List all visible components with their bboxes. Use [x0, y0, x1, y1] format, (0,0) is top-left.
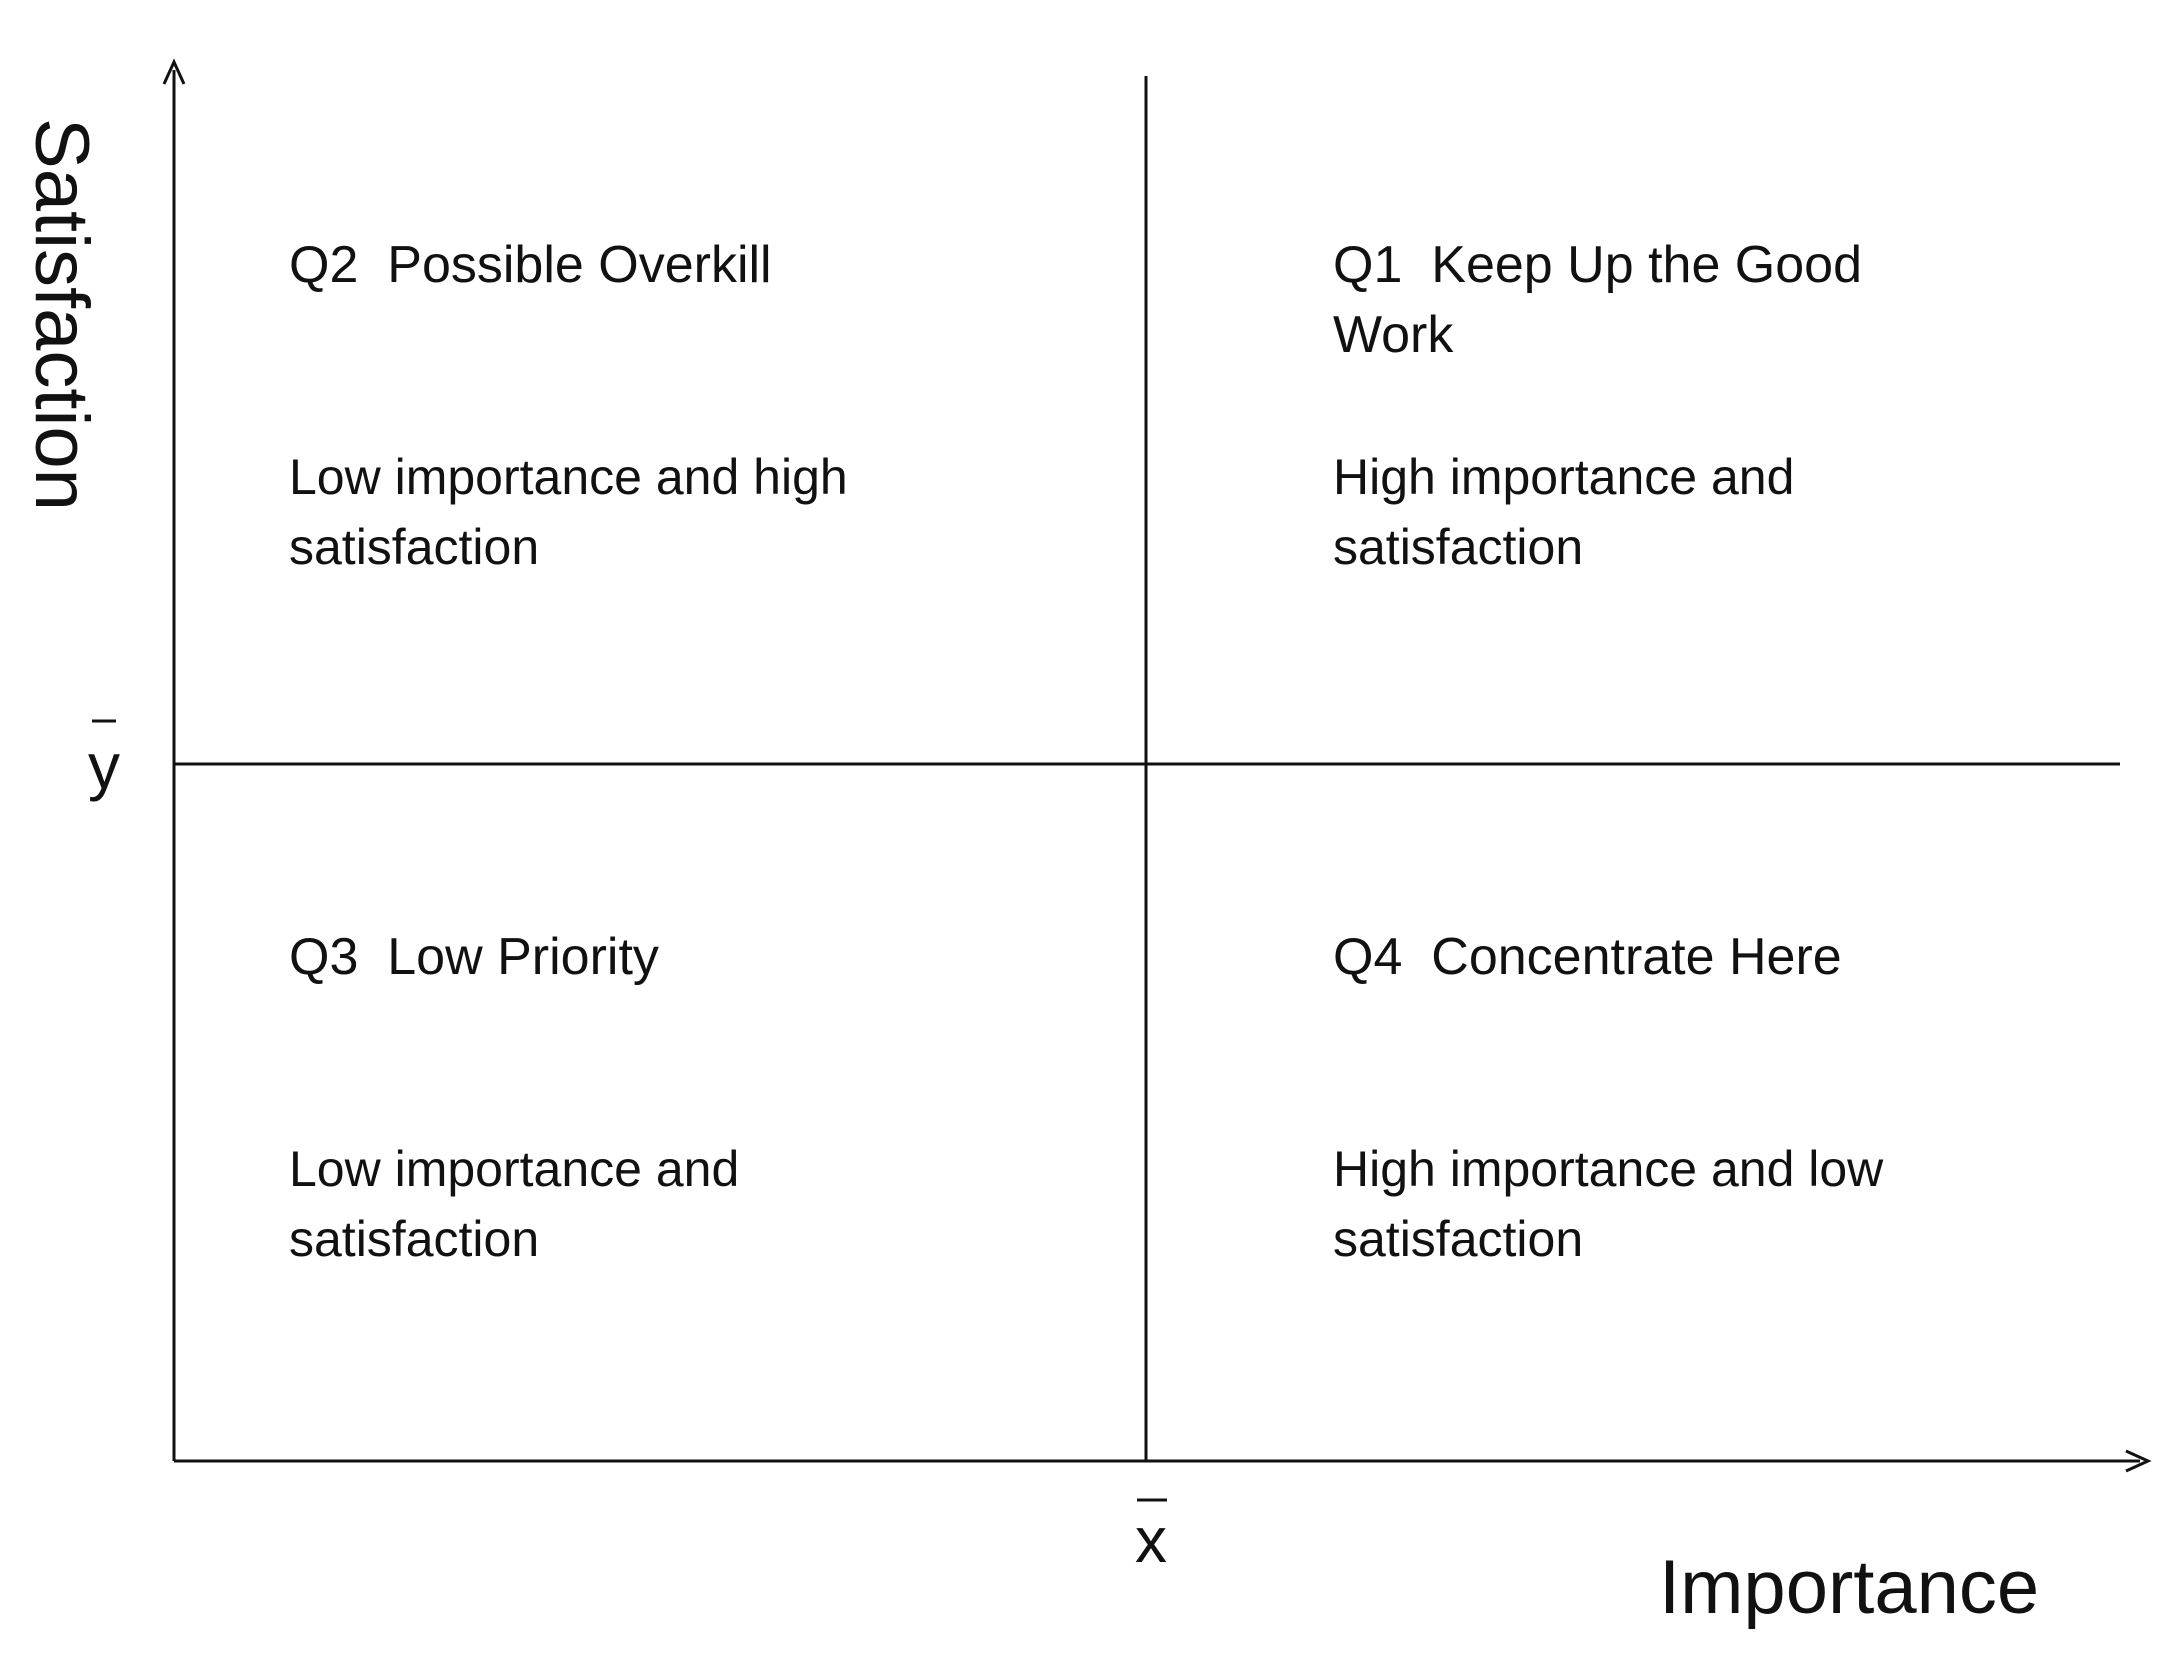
description-line: High importance and — [1333, 449, 1794, 505]
title-line: Work — [1333, 306, 1454, 364]
x-axis-arrow — [2125, 1449, 2152, 1473]
description-line: satisfaction — [289, 519, 539, 575]
x-mean-label: x — [1135, 1504, 1167, 1576]
y-mean-label: y — [88, 730, 120, 802]
quadrant-title: Q4 Concentrate Here — [1333, 928, 1842, 986]
title-line: Q3 Low Priority — [289, 928, 659, 986]
quadrant-description: Low importance and satisfaction — [0, 0, 809, 1267]
description-line: satisfaction — [1333, 519, 1583, 575]
quadrant-title: Q1 Keep Up the Good Work — [0, 0, 1934, 364]
title-line: Q4 Concentrate Here — [1333, 928, 1842, 986]
description-line: satisfaction — [289, 1211, 539, 1267]
quadrant-title: Q2 Possible Overkill — [0, 0, 815, 294]
description-line: Low importance and — [289, 1141, 739, 1197]
title-line: Q1 Keep Up the Good — [1333, 236, 1862, 294]
x-axis-label: Importance — [1659, 1545, 2039, 1630]
quadrant-description: High importance and low satisfaction — [1333, 1141, 1884, 1267]
quadrant-title: Q3 Low Priority — [0, 0, 702, 986]
quadrant-description: High importance and satisfaction — [0, 0, 1864, 575]
description-line: satisfaction — [1333, 1211, 1583, 1267]
description-line: Low importance and high — [289, 449, 848, 505]
y-axis-label: Satisfaction — [19, 118, 104, 511]
y-axis-arrow — [162, 58, 186, 85]
title-line: Q2 Possible Overkill — [289, 236, 772, 294]
quadrant-description: Low importance and high satisfaction — [0, 0, 917, 575]
description-line: High importance and low — [1333, 1141, 1884, 1197]
